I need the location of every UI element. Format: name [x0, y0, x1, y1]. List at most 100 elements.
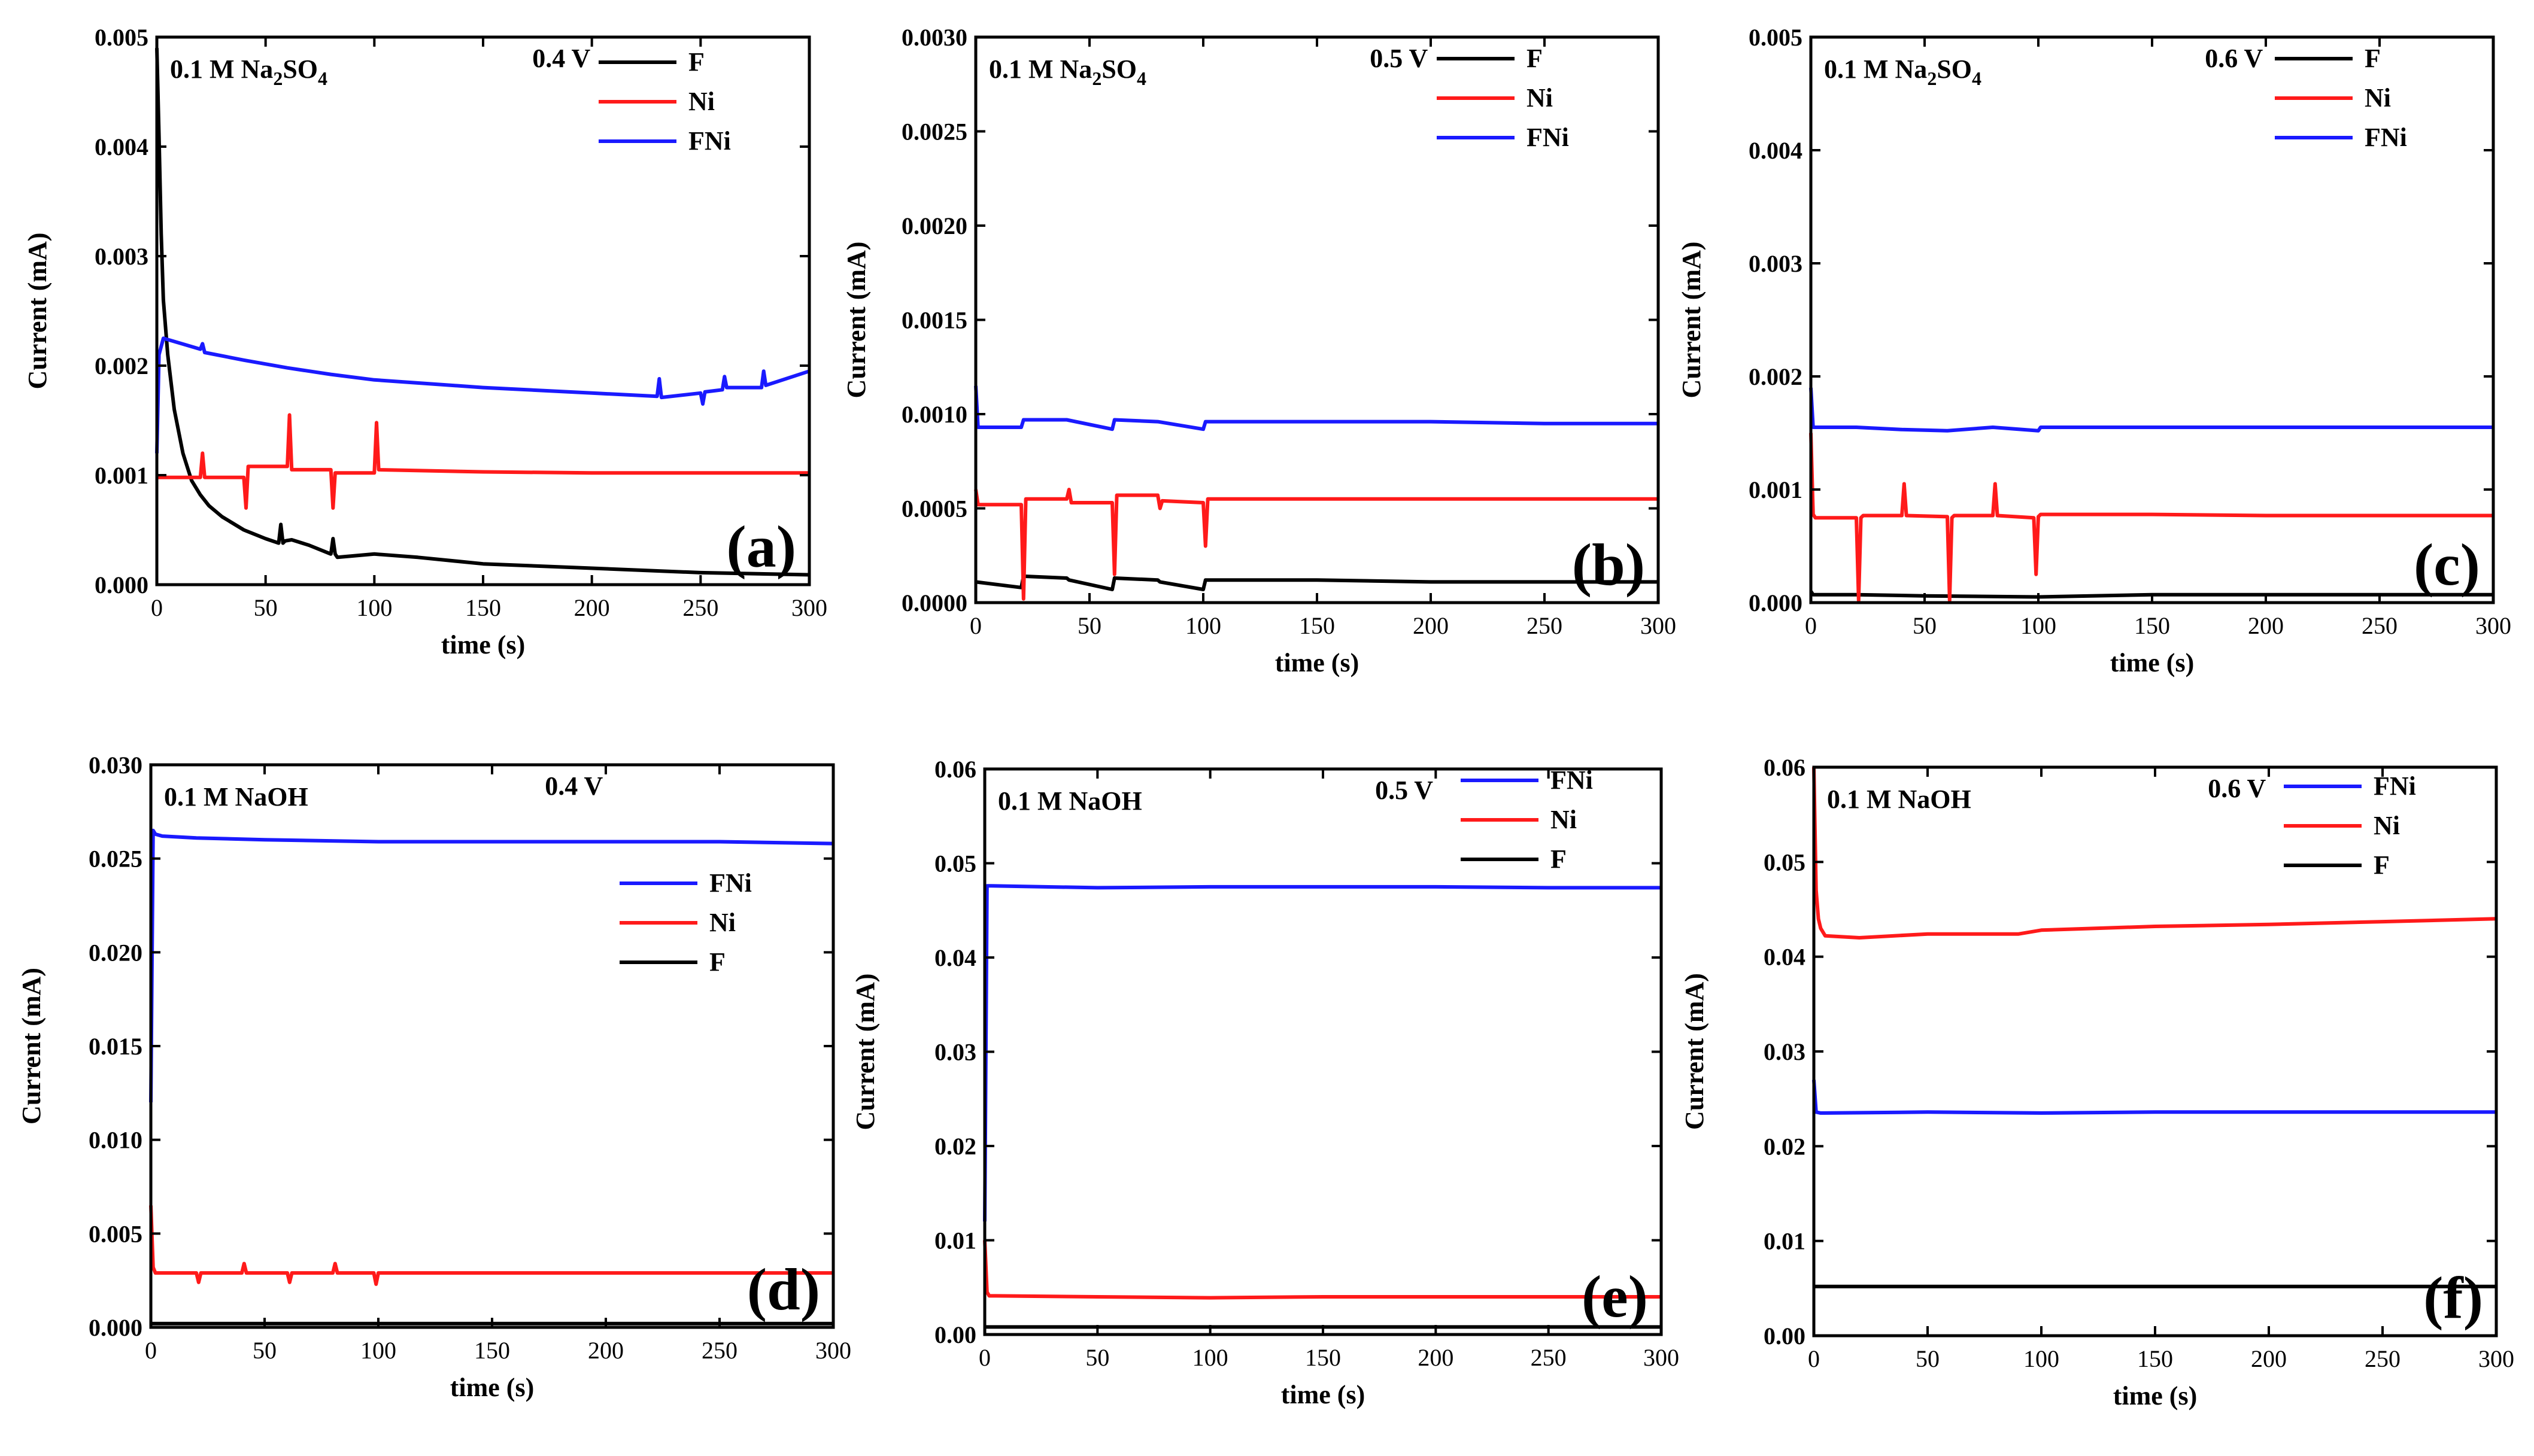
x-tick-label: 200: [588, 1337, 624, 1364]
y-tick-label: 0.06: [1764, 754, 1805, 781]
y-tick-label: 0.002: [1749, 363, 1802, 390]
x-tick-label: 200: [574, 594, 610, 621]
series-line-Ni: [983, 1240, 1661, 1300]
x-tick-label: 250: [2362, 612, 2398, 639]
y-tick-label: 0.003: [1749, 250, 1802, 277]
y-tick-label: 0.025: [89, 846, 142, 873]
x-tick-label: 50: [253, 1337, 277, 1364]
x-tick-label: 200: [1413, 612, 1449, 639]
panel-a: 0 50 100 150 200 250 300 0.000 0.001 0.002 0.003 0.…: [23, 24, 827, 659]
panel-letter: (e): [1582, 1263, 1648, 1330]
y-axis-label: Current (mA): [23, 233, 52, 390]
y-tick-label: 0.0020: [902, 212, 967, 239]
legend-label-FNi: FNi: [2374, 771, 2416, 801]
panel-c: 0 50 100 150 200 250 300 0.000 0.001 0.002 0.003 0.…: [1677, 24, 2511, 677]
y-tick-label: 0.030: [89, 752, 142, 779]
electrolyte-label: 0.1 M NaOH: [998, 786, 1142, 816]
x-tick-label: 150: [465, 594, 501, 621]
legend-label-F: F: [1527, 44, 1543, 73]
legend: FNi Ni F: [1461, 765, 1593, 874]
x-tick-label: 150: [1299, 612, 1335, 639]
y-tick-label: 0.010: [89, 1127, 142, 1154]
y-tick-label: 0.0005: [902, 496, 967, 522]
x-tick-label: 0: [151, 594, 163, 621]
y-tick-label: 0.004: [95, 133, 148, 160]
series-line-FNi: [983, 884, 1661, 1222]
series-line-FNi: [149, 828, 834, 1103]
series-line-Ni: [157, 413, 809, 510]
series-line-F: [975, 574, 1658, 591]
y-axis-label: Current (mA): [1680, 973, 1709, 1130]
panel-d: 0 50 100 150 200 250 300 0.000 0.005 0.010 0.015 0.…: [17, 752, 851, 1402]
legend-label-Ni: Ni: [2374, 811, 2400, 840]
panel-b: 0 50 100 150 200 250 300 0.0000 0.0005 0.0010 0.00…: [842, 24, 1676, 677]
y-tick-label: 0.005: [95, 24, 148, 51]
legend-label-Ni: Ni: [1527, 83, 1553, 113]
voltage-label: 0.6 V: [2208, 774, 2266, 803]
x-tick-label: 300: [2475, 612, 2511, 639]
x-tick-label: 50: [1078, 612, 1101, 639]
x-tick-label: 250: [1531, 1344, 1567, 1371]
axes-frame: [155, 35, 811, 586]
series-line-FNi: [1812, 1080, 2496, 1115]
y-tick-label: 0.0025: [902, 118, 967, 145]
panel-e: 0 50 100 150 200 250 300 0.00 0.01 0.02 0.03 0.04 0.…: [851, 756, 1679, 1409]
y-tick-label: 0.020: [89, 939, 142, 966]
legend: FNi Ni F: [2284, 771, 2416, 880]
panel-letter: (d): [747, 1256, 820, 1323]
legend-label-FNi: FNi: [688, 126, 731, 156]
y-tick-label: 0.05: [1764, 849, 1805, 876]
panel-letter: (c): [2414, 531, 2480, 598]
voltage-label: 0.5 V: [1375, 776, 1433, 805]
series-line-Ni: [149, 1205, 833, 1286]
y-tick-label: 0.0010: [902, 401, 967, 428]
y-tick-label: 0.0000: [902, 589, 967, 616]
x-tick-label: 100: [2020, 612, 2056, 639]
y-axis-label: Current (mA): [842, 242, 871, 399]
y-tick-label: 0.002: [95, 352, 148, 379]
series-line-Ni: [1809, 433, 2493, 603]
y-axis-label: Current (mA): [851, 974, 880, 1130]
legend-label-FNi: FNi: [1527, 123, 1569, 152]
x-tick-label: 100: [1192, 1344, 1228, 1371]
x-tick-label: 150: [2134, 612, 2170, 639]
legend: FNi Ni F: [620, 868, 752, 977]
x-tick-label: 0: [1805, 612, 1817, 639]
y-tick-label: 0.02: [934, 1133, 976, 1160]
legend-label-Ni: Ni: [1550, 805, 1577, 834]
y-tick-label: 0.000: [95, 572, 148, 598]
y-axis-label: Current (mA): [17, 968, 46, 1124]
electrolyte-label: 0.1 M Na2SO4: [170, 54, 327, 89]
x-tick-label: 100: [360, 1337, 396, 1364]
voltage-label: 0.4 V: [532, 44, 590, 73]
legend-label-F: F: [688, 47, 705, 77]
axes-frame: [1812, 765, 2498, 1338]
x-tick-label: 250: [2365, 1345, 2401, 1372]
y-tick-label: 0.0015: [902, 307, 967, 334]
legend-label-Ni: Ni: [709, 908, 736, 937]
series-line-Ni: [974, 488, 1658, 601]
x-axis-label: time (s): [2110, 648, 2195, 677]
voltage-label: 0.5 V: [1370, 44, 1428, 73]
x-tick-label: 0: [1808, 1345, 1820, 1372]
y-tick-label: 0.001: [1749, 476, 1802, 503]
legend-label-F: F: [1550, 844, 1567, 874]
x-axis-label: time (s): [441, 630, 526, 659]
y-tick-label: 0.000: [1749, 589, 1802, 616]
y-tick-label: 0.000: [89, 1314, 142, 1341]
panel-f: 0 50 100 150 200 250 300 0.00 0.01 0.02 0.03 0.04 0.…: [1680, 754, 2514, 1411]
voltage-label: 0.4 V: [545, 771, 603, 801]
legend-label-F: F: [709, 947, 726, 977]
electrolyte-label: 0.1 M Na2SO4: [989, 54, 1146, 89]
series-line-FNi: [155, 336, 810, 454]
x-tick-label: 0: [970, 612, 982, 639]
panel-letter: (a): [726, 513, 796, 580]
legend-label-F: F: [2365, 44, 2381, 73]
x-axis-label: time (s): [2113, 1381, 2198, 1411]
x-axis-label: time (s): [1281, 1380, 1365, 1409]
y-tick-label: 0.03: [1764, 1038, 1805, 1065]
